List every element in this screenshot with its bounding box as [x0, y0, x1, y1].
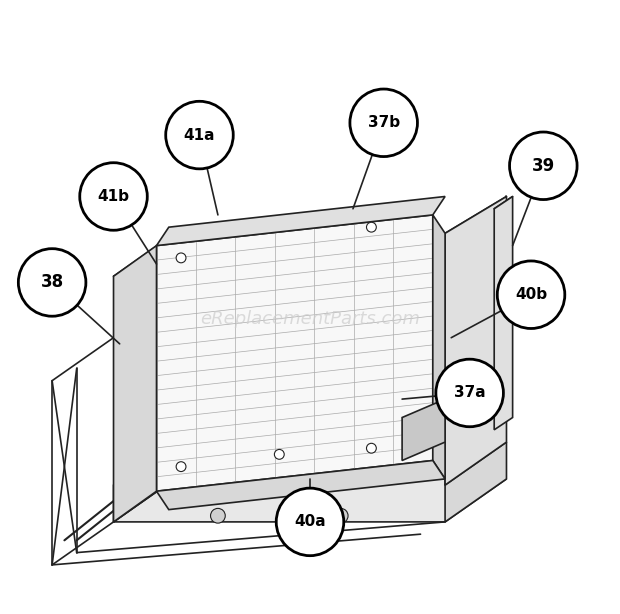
Circle shape [497, 261, 565, 328]
Circle shape [19, 249, 86, 316]
Text: 41a: 41a [184, 128, 215, 142]
Circle shape [176, 253, 186, 263]
Text: 41b: 41b [97, 189, 130, 204]
Circle shape [366, 443, 376, 453]
Circle shape [350, 89, 417, 157]
Text: eReplacementParts.com: eReplacementParts.com [200, 310, 420, 328]
Circle shape [366, 222, 376, 232]
Text: 37b: 37b [368, 115, 400, 130]
Polygon shape [445, 442, 507, 522]
Text: 39: 39 [532, 157, 555, 175]
Polygon shape [156, 196, 445, 246]
Circle shape [176, 462, 186, 472]
Circle shape [166, 101, 233, 169]
Polygon shape [156, 460, 445, 510]
Polygon shape [445, 196, 507, 485]
Circle shape [436, 359, 503, 427]
Polygon shape [175, 233, 445, 479]
Polygon shape [113, 479, 507, 522]
Polygon shape [113, 442, 175, 522]
Polygon shape [156, 215, 433, 491]
Polygon shape [433, 215, 445, 479]
Circle shape [510, 132, 577, 200]
Text: 40b: 40b [515, 287, 547, 302]
Circle shape [211, 508, 225, 523]
Polygon shape [402, 399, 445, 460]
Text: 37a: 37a [454, 386, 485, 400]
Circle shape [275, 449, 284, 459]
Polygon shape [113, 246, 156, 522]
Text: 38: 38 [40, 273, 64, 292]
Circle shape [80, 163, 148, 230]
Circle shape [334, 508, 348, 523]
Circle shape [277, 488, 343, 556]
Polygon shape [494, 196, 513, 430]
Text: 40a: 40a [294, 515, 326, 529]
